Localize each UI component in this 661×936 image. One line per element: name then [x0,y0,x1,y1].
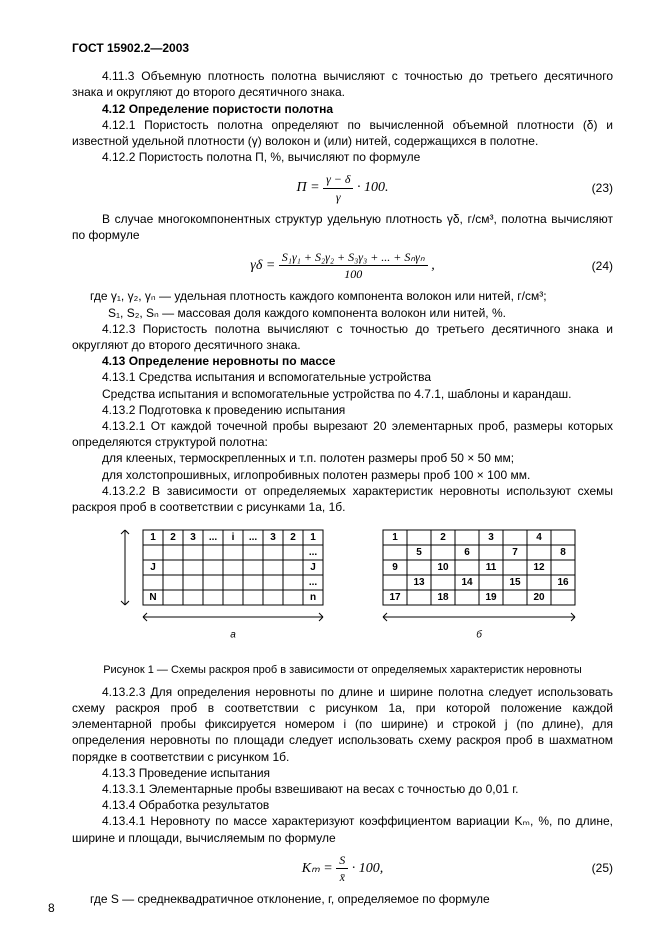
figure-1-caption: Рисунок 1 — Схемы раскроя проб в зависим… [72,663,613,678]
svg-text:4: 4 [536,532,542,543]
para-4-13-2-1a: для клееных, термоскрепленных и т.п. пол… [72,450,613,466]
svg-text:19: 19 [485,592,497,603]
para-multicomponent: В случае многокомпонентных структур удел… [72,211,613,243]
svg-text:1: 1 [392,532,398,543]
eq25-den: x̄ [336,869,348,885]
svg-text:1: 1 [310,532,316,543]
svg-text:2: 2 [290,532,296,543]
eq24-tail: , [431,258,435,273]
page-number: 8 [48,900,55,916]
para-4-13-1: 4.13.1 Средства испытания и вспомогатель… [72,369,613,385]
svg-text:...: ... [308,577,317,588]
para-4-13-4-1: 4.13.4.1 Неровноту по массе характеризую… [72,813,613,845]
eq24-number: (24) [592,258,613,274]
eq25-lhs: Kₘ = [302,861,333,876]
svg-text:11: 11 [485,562,496,573]
eq24-lhs: γδ = [250,258,275,273]
eq25-tail: · 100, [352,861,384,876]
heading-4-12: 4.12 Определение пористости полотна [72,101,613,117]
svg-text:14: 14 [461,577,473,588]
doc-title: ГОСТ 15902.2—2003 [72,40,613,56]
svg-text:2: 2 [440,532,446,543]
svg-text:1: 1 [150,532,156,543]
para-4-13-3: 4.13.3 Проведение испытания [72,765,613,781]
para-4-13-2: 4.13.2 Подготовка к проведению испытания [72,402,613,418]
page: ГОСТ 15902.2—2003 4.11.3 Объемную плотно… [0,0,661,936]
svg-text:5: 5 [416,547,422,558]
svg-text:8: 8 [560,547,566,558]
where-s2: где S — среднеквадратичное отклонение, г… [72,891,613,907]
eq23-den: γ [323,189,353,205]
svg-text:i: i [231,532,234,543]
heading-4-13: 4.13 Определение неровноты по массе [72,353,613,369]
para-4-13-2-1: 4.13.2.1 От каждой точечной пробы выреза… [72,418,613,450]
svg-text:2: 2 [170,532,176,543]
svg-text:J: J [150,562,156,573]
eq25-num: S [336,852,348,869]
eq24-den: 100 [279,266,428,282]
svg-text:10: 10 [437,562,449,573]
svg-text:...: ... [248,532,257,543]
eq23-num: γ − δ [323,171,353,188]
svg-text:J: J [310,562,316,573]
figure-1-svg: 123...i...321...JJ...Nnа1234567891011121… [103,525,583,655]
svg-text:18: 18 [437,592,449,603]
para-4-13-2-3: 4.13.2.3 Для определения неровноты по дл… [72,684,613,765]
svg-text:16: 16 [557,577,569,588]
eq23-number: (23) [592,180,613,196]
para-4-12-1: 4.12.1 Пористость полотна определяют по … [72,117,613,149]
svg-text:3: 3 [190,532,196,543]
para-4-13-4: 4.13.4 Обработка результатов [72,797,613,813]
svg-text:...: ... [208,532,217,543]
equation-23: П = γ − δ γ · 100. (23) [72,171,613,204]
para-4-12-3: 4.12.3 Пористость полотна вычисляют с то… [72,321,613,353]
para-4-12-2: 4.12.2 Пористость полотна П, %, вычисляю… [72,149,613,165]
svg-text:...: ... [308,547,317,558]
svg-text:7: 7 [512,547,518,558]
equation-25: Kₘ = S x̄ · 100, (25) [72,852,613,885]
svg-text:б: б [476,629,482,641]
eq23-lhs: П = [297,180,320,195]
figure-1: 123...i...321...JJ...Nnа1234567891011121… [72,525,613,678]
svg-text:6: 6 [464,547,470,558]
where-s: S₁, S₂, Sₙ — массовая доля каждого компо… [72,305,613,321]
para-4-13-2-2: 4.13.2.2 В зависимости от определяемых х… [72,483,613,515]
svg-text:N: N [149,592,156,603]
eq23-tail: · 100. [357,180,389,195]
para-4-13-3-1: 4.13.3.1 Элементарные пробы взвешивают н… [72,781,613,797]
svg-text:n: n [309,592,315,603]
para-4-11-3: 4.11.3 Объемную плотность полотна вычисл… [72,68,613,100]
equation-24: γδ = S₁γ₁ + S₂γ₂ + S₃γ₃ + ... + Sₙγₙ 100… [72,249,613,282]
svg-text:13: 13 [413,577,425,588]
svg-text:3: 3 [270,532,276,543]
svg-text:20: 20 [533,592,545,603]
svg-text:12: 12 [533,562,545,573]
eq24-num: S₁γ₁ + S₂γ₂ + S₃γ₃ + ... + Sₙγₙ [279,249,428,266]
para-4-13-1b: Средства испытания и вспомогательные уст… [72,386,613,402]
eq25-number: (25) [592,860,613,876]
svg-text:9: 9 [392,562,398,573]
svg-text:а: а [230,630,236,641]
svg-text:17: 17 [389,592,401,603]
where-gamma: где γ₁, γ₂, γₙ — удельная плотность кажд… [72,288,613,304]
para-4-13-2-1b: для холстопрошивных, иглопробивных полот… [72,467,613,483]
svg-text:15: 15 [509,577,521,588]
svg-text:3: 3 [488,532,494,543]
